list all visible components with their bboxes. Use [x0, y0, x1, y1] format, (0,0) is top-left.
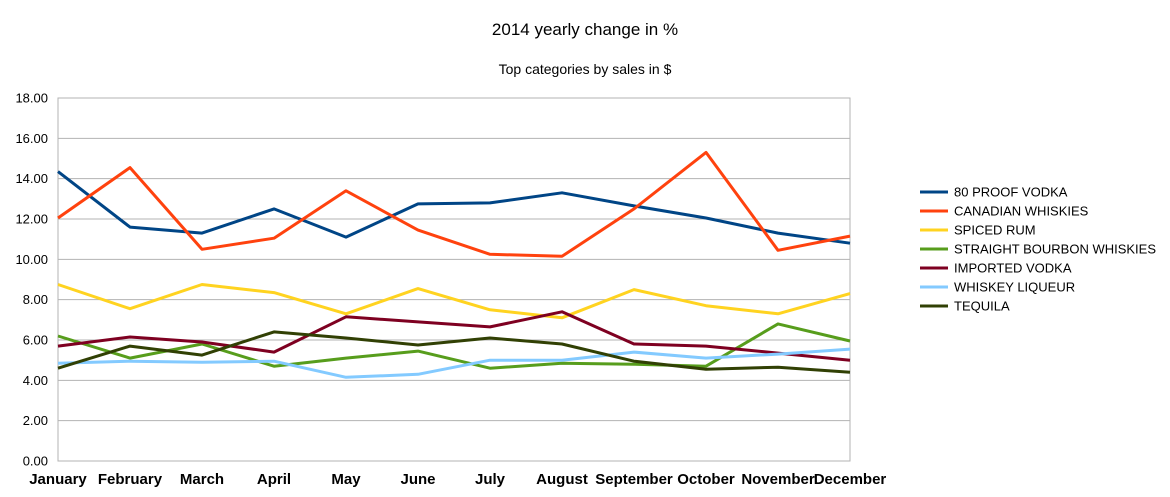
gridlines [58, 97, 850, 462]
series-line-spiced-rum [57, 283, 851, 320]
series-line-straight-bourbon-whiskies [57, 322, 851, 370]
series-line-imported-vodka [57, 310, 851, 362]
y-tick-label: 2.00 [23, 413, 48, 428]
y-tick-label: 18.00 [15, 91, 48, 106]
legend-label-spiced-rum: SPICED RUM [954, 223, 1036, 238]
x-tick-label: December [814, 471, 887, 488]
x-tick-label: October [677, 471, 735, 488]
y-tick-label: 0.00 [23, 454, 48, 469]
x-tick-label: January [29, 471, 87, 488]
x-axis-tick-labels: January February March April May June July Augu… [29, 471, 886, 488]
series-line-canadian-whiskies [57, 150, 851, 258]
series-lines [57, 150, 851, 379]
x-tick-label: June [400, 471, 435, 488]
chart-title: 2014 yearly change in % [492, 20, 678, 39]
y-tick-label: 10.00 [15, 252, 48, 267]
legend-label-tequila: TEQUILA [954, 299, 1010, 314]
y-tick-label: 6.00 [23, 333, 48, 348]
x-tick-label: April [257, 471, 291, 488]
x-tick-label: July [475, 471, 506, 488]
legend: 80 PROOF VODKA CANADIAN WHISKIES SPICED RU… [920, 185, 1156, 314]
x-tick-label: February [98, 471, 163, 488]
x-tick-label: November [741, 471, 815, 488]
legend-label-canadian-whiskies: CANADIAN WHISKIES [954, 204, 1089, 219]
legend-label-straight-bourbon-whiskies: STRAIGHT BOURBON WHISKIES [954, 242, 1156, 257]
y-tick-label: 8.00 [23, 292, 48, 307]
y-tick-label: 16.00 [15, 131, 48, 146]
y-tick-label: 4.00 [23, 373, 48, 388]
x-tick-label: August [536, 471, 588, 488]
x-tick-label: March [180, 471, 224, 488]
y-tick-label: 14.00 [15, 171, 48, 186]
series-line-80-proof-vodka [57, 170, 851, 245]
y-tick-label: 12.00 [15, 212, 48, 227]
x-tick-label: September [595, 471, 673, 488]
series-line-whiskey-liqueur [57, 347, 851, 379]
series-line-tequila [57, 330, 851, 374]
legend-label-whiskey-liqueur: WHISKEY LIQUEUR [954, 280, 1075, 295]
x-tick-label: May [331, 471, 361, 488]
plot-area-border [57, 97, 851, 462]
legend-label-80-proof-vodka: 80 PROOF VODKA [954, 185, 1068, 200]
legend-label-imported-vodka: IMPORTED VODKA [954, 261, 1072, 276]
y-axis-tick-labels: 0.00 2.00 4.00 6.00 8.00 10.00 12.00 14.00 16.00… [15, 91, 48, 469]
chart-subtitle: Top categories by sales in $ [499, 61, 672, 77]
